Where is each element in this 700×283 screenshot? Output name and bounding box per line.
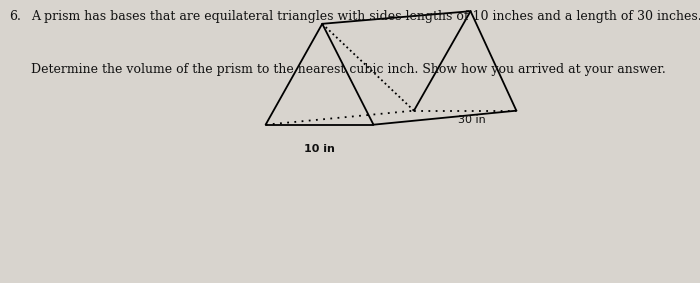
Text: 30 in: 30 in <box>458 115 486 125</box>
Text: Determine the volume of the prism to the nearest cubic inch. Show how you arrive: Determine the volume of the prism to the… <box>31 63 666 76</box>
Text: 6.: 6. <box>10 10 22 23</box>
Text: 10 in: 10 in <box>304 144 335 154</box>
Text: A prism has bases that are equilateral triangles with sides lengths of 10 inches: A prism has bases that are equilateral t… <box>31 10 700 23</box>
